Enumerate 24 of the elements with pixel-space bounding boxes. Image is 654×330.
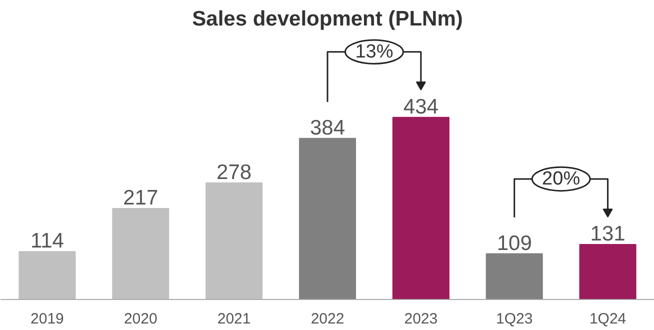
- x-tick-label: 2022: [310, 310, 344, 328]
- data-label: 217: [123, 186, 158, 210]
- bar: [112, 208, 170, 300]
- bar: [392, 116, 450, 300]
- x-tick-label: 1Q23: [496, 310, 533, 328]
- bar: [486, 253, 543, 300]
- data-label: 109: [496, 232, 532, 255]
- x-tick-label: 2020: [124, 310, 158, 328]
- data-label: 114: [30, 230, 64, 253]
- bar: [206, 182, 263, 300]
- data-label: 434: [403, 95, 439, 118]
- data-label: 384: [310, 116, 346, 140]
- annotation: 20%: [542, 168, 580, 190]
- data-label: 131: [590, 222, 626, 246]
- bar: [298, 138, 356, 300]
- x-tick-label: 2023: [404, 310, 438, 328]
- x-tick-label: 2019: [30, 310, 64, 328]
- data-label: 278: [216, 160, 252, 184]
- x-tick-label: 2021: [217, 310, 251, 328]
- x-tick-label: 1Q24: [589, 310, 626, 328]
- bar: [579, 244, 636, 300]
- bar: [18, 251, 76, 300]
- chart-title: Sales development (PLNm): [192, 8, 463, 30]
- text: 13%: [355, 41, 394, 62]
